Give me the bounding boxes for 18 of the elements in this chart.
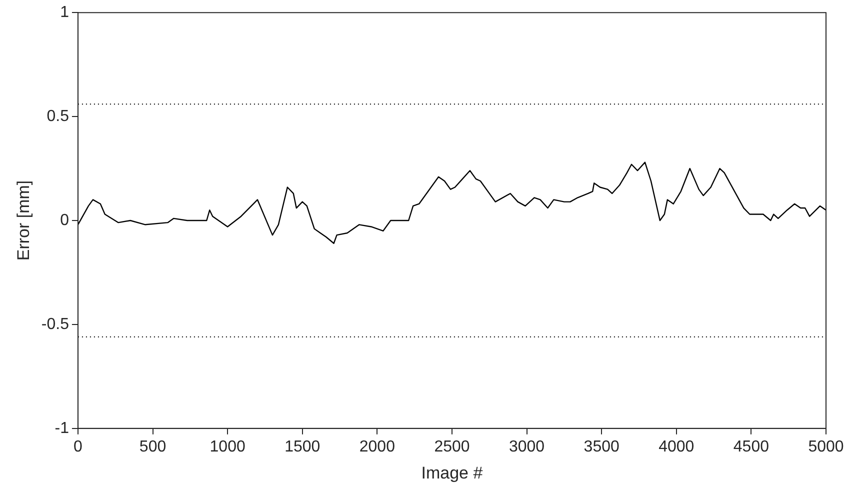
y-tick-label: 0 (60, 212, 70, 229)
x-tick-label: 5000 (808, 438, 844, 456)
x-tick-label: 500 (139, 438, 166, 456)
x-tick-label: 1500 (284, 438, 320, 456)
x-tick-label: 3000 (508, 438, 545, 456)
x-tick-label: 0 (74, 438, 83, 456)
x-tick-label: 1000 (210, 438, 246, 456)
x-tick-label: 4500 (733, 438, 770, 456)
x-tick-label: 4000 (658, 438, 694, 456)
x-tick-label: 3500 (584, 438, 620, 456)
x-tick-label: 2000 (359, 438, 396, 456)
x-tick-label: 2500 (434, 438, 470, 456)
y-tick-label: 1 (60, 4, 70, 22)
y-tick-label: -1 (54, 420, 70, 437)
x-axis-title: Image # (421, 463, 484, 482)
y-axis-title: Error [mm] (14, 180, 33, 261)
y-tick-label: -0.5 (41, 316, 70, 333)
y-tick-label: 0.5 (46, 108, 70, 125)
